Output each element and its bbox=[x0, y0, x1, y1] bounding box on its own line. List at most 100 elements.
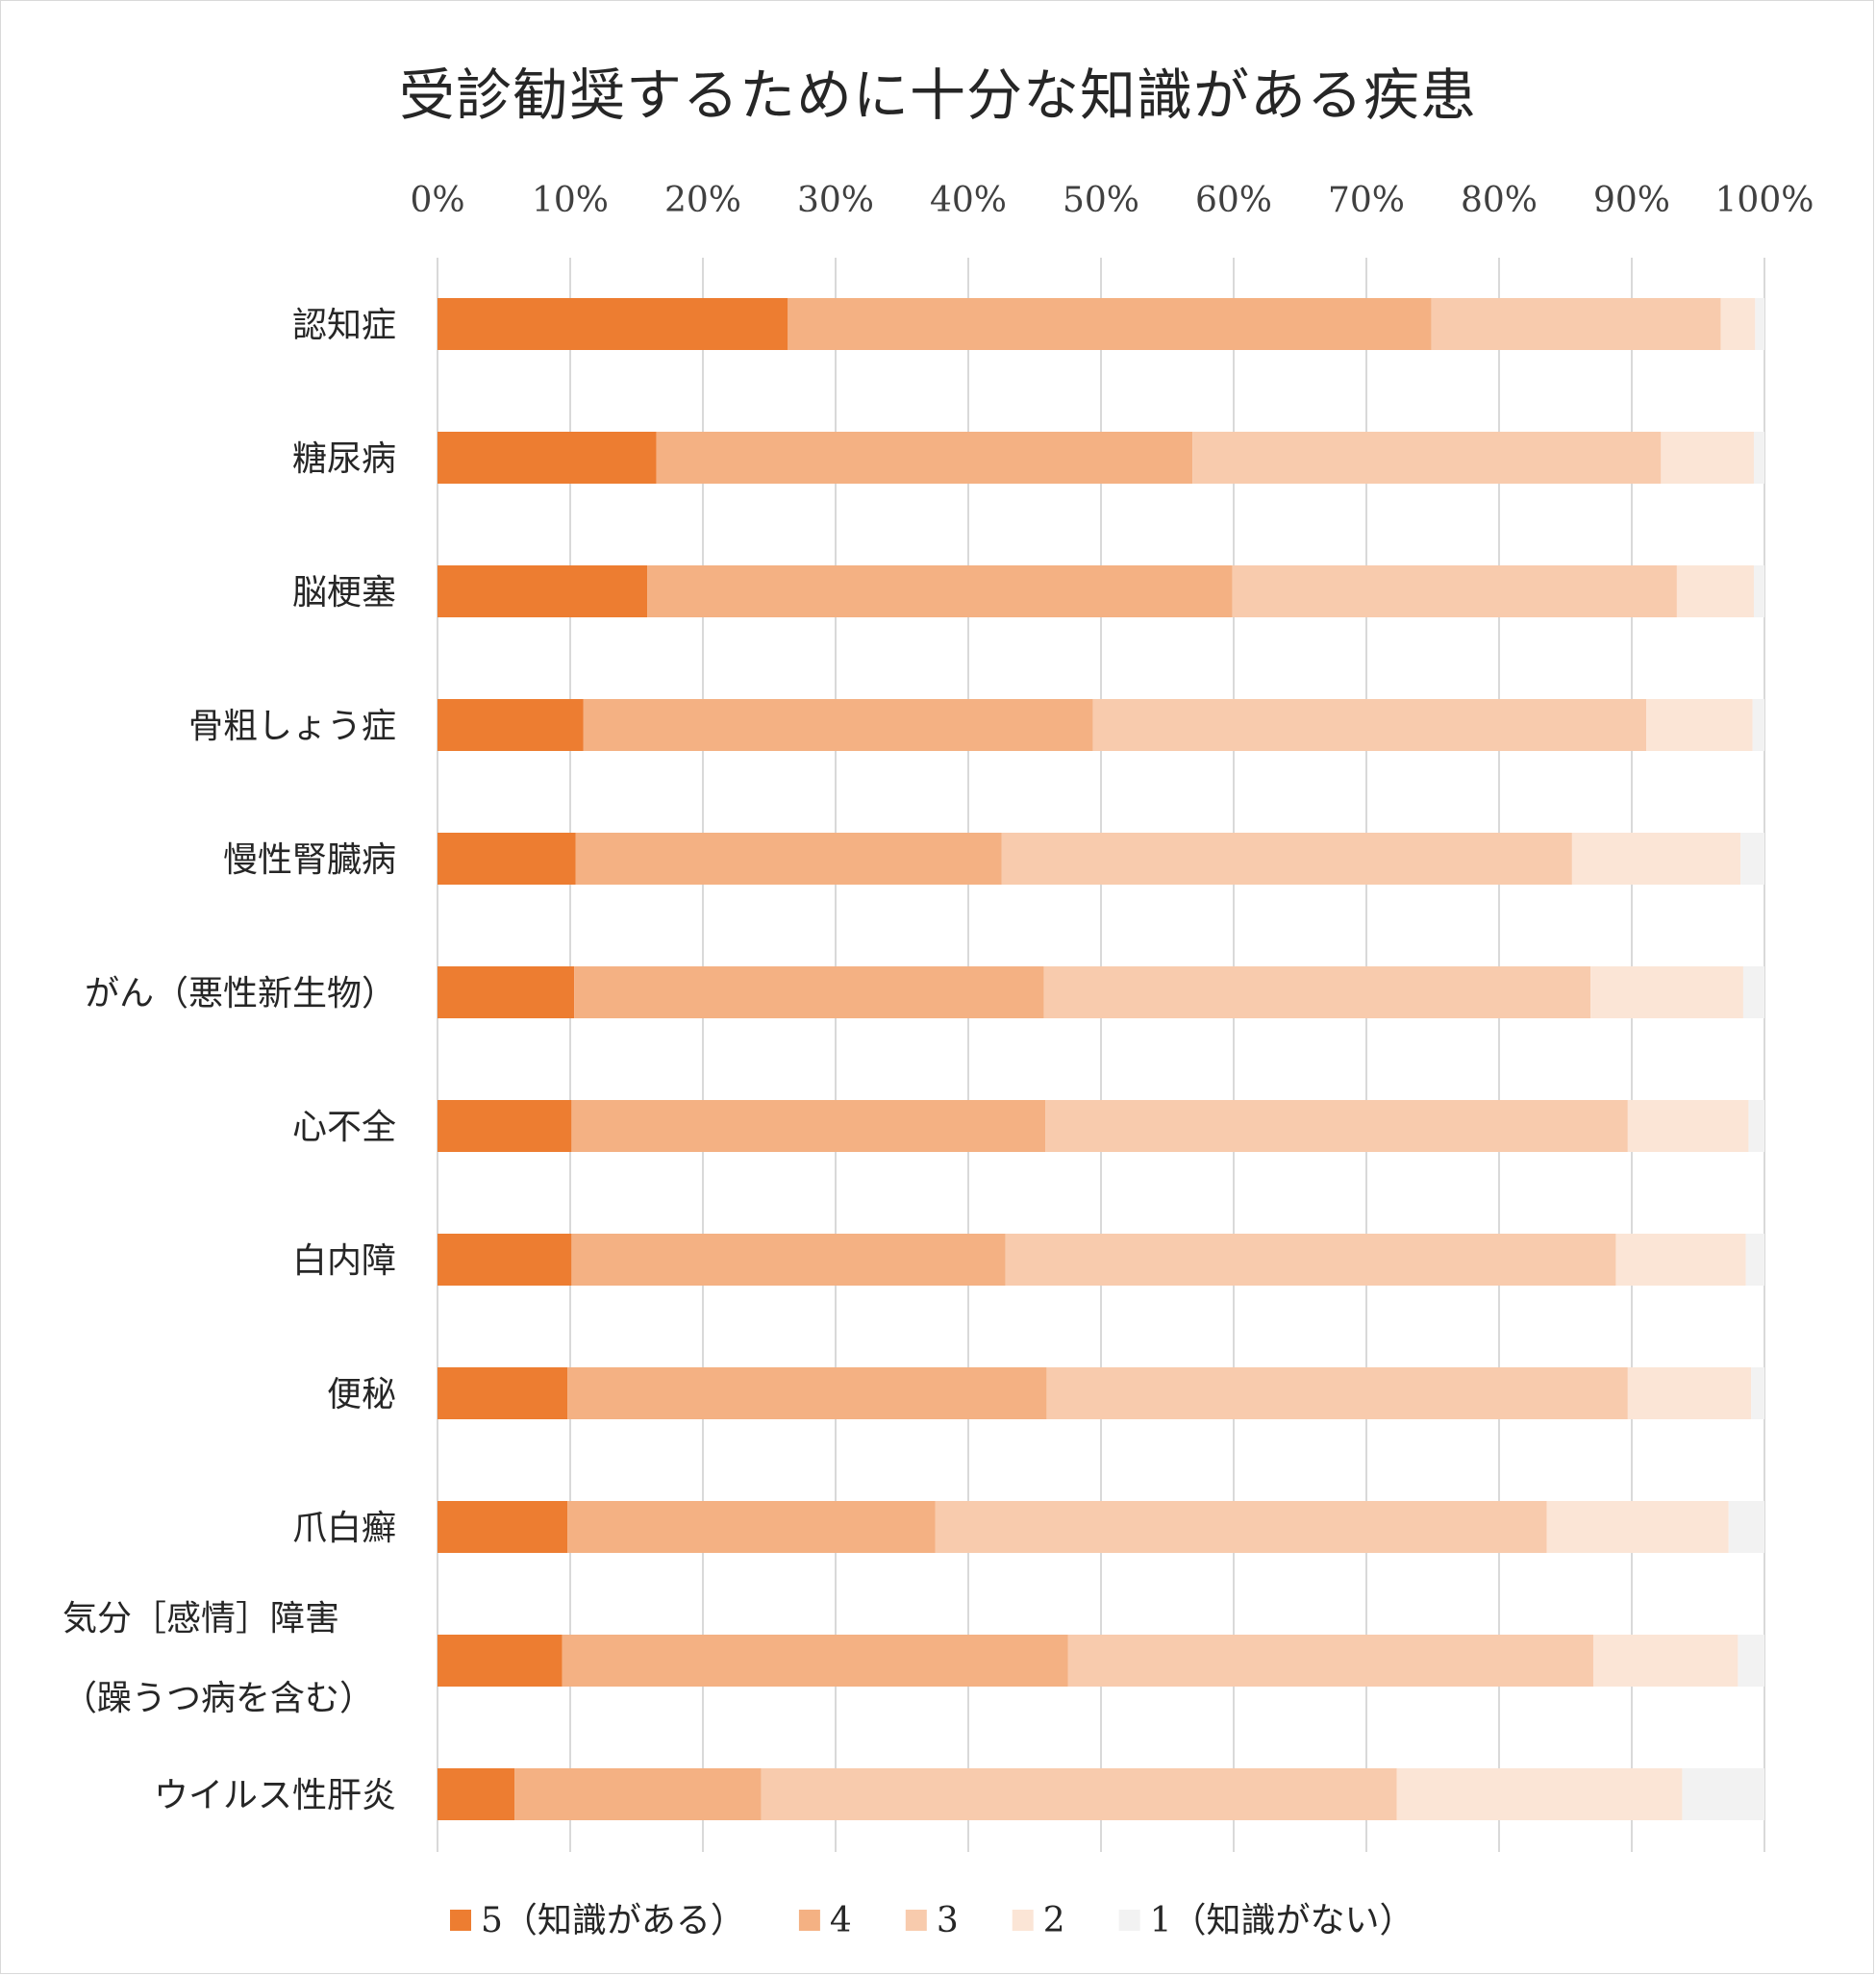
legend-label: 2 bbox=[1043, 1901, 1065, 1940]
bar-segment bbox=[1396, 1768, 1683, 1820]
bar-segment bbox=[438, 833, 576, 885]
bar-segment bbox=[1045, 1100, 1628, 1152]
legend-label: 3 bbox=[937, 1901, 959, 1940]
bar-segment bbox=[438, 1100, 572, 1152]
bar-segment bbox=[567, 1501, 936, 1553]
gridlines bbox=[437, 258, 1765, 1852]
legend-swatch bbox=[905, 1910, 927, 1931]
bar-segment bbox=[1571, 833, 1741, 885]
bar-segment bbox=[438, 1367, 568, 1419]
bar-segment bbox=[935, 1501, 1547, 1553]
bar-segment bbox=[438, 1234, 572, 1286]
bars bbox=[438, 298, 1764, 1820]
category-label: 糖尿病 bbox=[292, 439, 396, 479]
legend: 5（知識がある） 4 3 2 1（知識がない） bbox=[450, 1901, 1414, 1940]
x-tick-label: 100% bbox=[1715, 181, 1814, 220]
bar-segment bbox=[1627, 1100, 1749, 1152]
bar-segment bbox=[1728, 1501, 1764, 1553]
category-label: がん（悪性新生物） bbox=[85, 974, 396, 1013]
bar-segment bbox=[438, 1501, 568, 1553]
bar-segment bbox=[1740, 833, 1764, 885]
bar-segment bbox=[438, 1768, 515, 1820]
legend-label: 4 bbox=[830, 1901, 852, 1940]
bar-segment bbox=[1046, 1367, 1628, 1419]
bar-segment bbox=[1748, 1100, 1764, 1152]
bar-segment bbox=[1742, 966, 1764, 1018]
bar-segment bbox=[1745, 1234, 1764, 1286]
bar-segment bbox=[514, 1768, 762, 1820]
legend-label: 5（知識がある） bbox=[481, 1901, 745, 1940]
bar-segment bbox=[1092, 699, 1647, 751]
bar-segment bbox=[575, 833, 1002, 885]
x-tick-label: 50% bbox=[1063, 181, 1139, 220]
category-label: 心不全 bbox=[292, 1108, 396, 1147]
bar-segment bbox=[656, 432, 1193, 484]
category-label: 便秘 bbox=[327, 1375, 396, 1414]
x-tick-label: 10% bbox=[532, 181, 609, 220]
bar-segment bbox=[1676, 565, 1754, 617]
category-label: 脳梗塞 bbox=[292, 573, 396, 613]
bar-segment bbox=[1592, 1635, 1738, 1687]
category-label: 慢性腎臓病 bbox=[223, 840, 396, 880]
x-tick-label: 80% bbox=[1461, 181, 1538, 220]
bar-segment bbox=[562, 1635, 1068, 1687]
chart-title: 受診勧奨するために十分な知識がある疾患 bbox=[398, 63, 1477, 128]
bar-segment bbox=[438, 966, 575, 1018]
category-label: 認知症 bbox=[292, 306, 396, 345]
bar-segment bbox=[574, 966, 1044, 1018]
legend-swatch bbox=[1012, 1910, 1034, 1931]
bar-segment bbox=[1646, 699, 1753, 751]
bar-segment bbox=[438, 298, 788, 350]
bar-segment bbox=[1720, 298, 1756, 350]
bar-segment bbox=[1232, 565, 1677, 617]
bar-segment bbox=[567, 1367, 1047, 1419]
bar-segment bbox=[647, 565, 1233, 617]
bar-segment bbox=[1615, 1234, 1746, 1286]
bar-segment bbox=[1752, 699, 1764, 751]
bar-segment bbox=[1661, 432, 1754, 484]
bar-segment bbox=[438, 1635, 563, 1687]
bar-segment bbox=[1067, 1635, 1593, 1687]
x-tick-label: 60% bbox=[1195, 181, 1272, 220]
category-label: 白内障 bbox=[292, 1241, 396, 1281]
x-tick-label: 90% bbox=[1593, 181, 1670, 220]
bar-segment bbox=[583, 699, 1093, 751]
category-label: ウイルス性肝炎 bbox=[154, 1776, 396, 1815]
x-tick-label: 40% bbox=[930, 181, 1007, 220]
legend-swatch bbox=[1118, 1910, 1140, 1931]
legend-swatch bbox=[798, 1910, 820, 1931]
bar-segment bbox=[1753, 432, 1764, 484]
bar-segment bbox=[1546, 1501, 1729, 1553]
category-label: （躁うつ病を含む） bbox=[63, 1679, 374, 1718]
bar-segment bbox=[1001, 833, 1572, 885]
bar-segment bbox=[761, 1768, 1397, 1820]
bar-segment bbox=[1005, 1234, 1616, 1286]
bar-segment bbox=[1751, 1367, 1764, 1419]
bar-segment bbox=[788, 298, 1432, 350]
bar-segment bbox=[1753, 565, 1764, 617]
bar-segment bbox=[438, 432, 657, 484]
bar-segment bbox=[1738, 1635, 1764, 1687]
bar-segment bbox=[1192, 432, 1662, 484]
bar-segment bbox=[1755, 298, 1764, 350]
category-label: 骨粗しょう症 bbox=[188, 707, 396, 746]
bar-segment bbox=[1682, 1768, 1764, 1820]
x-axis-tick-labels: 0% 10% 20% 30% 40% 50% 60% 70% 80% 90% 100% bbox=[410, 181, 1813, 220]
bar-segment bbox=[1043, 966, 1591, 1018]
bar-segment bbox=[438, 565, 648, 617]
category-label: 爪白癬 bbox=[292, 1509, 396, 1548]
bar-segment bbox=[1627, 1367, 1752, 1419]
bar-segment bbox=[571, 1100, 1046, 1152]
x-tick-label: 70% bbox=[1328, 181, 1405, 220]
bar-segment bbox=[571, 1234, 1006, 1286]
bar-segment bbox=[1590, 966, 1743, 1018]
bar-segment bbox=[1431, 298, 1721, 350]
x-tick-label: 20% bbox=[664, 181, 741, 220]
category-label: 気分［感情］障害 bbox=[63, 1599, 339, 1638]
x-tick-label: 0% bbox=[410, 181, 464, 220]
legend-label: 1（知識がない） bbox=[1150, 1901, 1414, 1940]
x-tick-label: 30% bbox=[797, 181, 874, 220]
legend-swatch bbox=[450, 1910, 471, 1931]
